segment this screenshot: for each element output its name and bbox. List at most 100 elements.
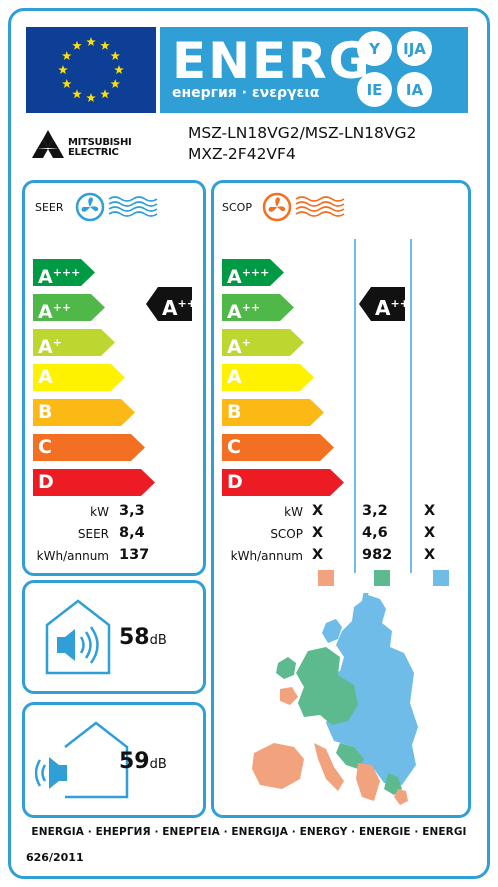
eu-star-icon (114, 65, 124, 75)
heating-rating-arrow (359, 287, 405, 321)
footer-languages: ENERGIA · ЕНЕРГИЯ · ΕΝΕΡΓΕΙΑ · ENERGIJA … (31, 826, 467, 838)
eu-star-icon (72, 40, 82, 50)
heating-row-value-scop-colder: X (424, 525, 436, 541)
heating-class-label: A+++ (227, 266, 270, 288)
heating-row-value-kw-warmer: X (312, 503, 324, 519)
language-suffix-y: Y (357, 31, 392, 66)
cooling-row-label-kw: kW (90, 505, 109, 519)
heating-class-label: C (227, 436, 241, 458)
scop-title: SCOP (222, 201, 252, 214)
noise-indoor-number: 58 (119, 625, 150, 650)
energy-word: ENERG (172, 32, 372, 90)
label-frame (8, 8, 490, 879)
eu-star-icon (86, 93, 96, 103)
cooling-class-bar: A (33, 364, 125, 391)
europe-climate-map-icon (252, 593, 418, 805)
cooling-rating-arrow (146, 287, 192, 321)
mitsubishi-electric-logo: MITSUBISHI ELECTRIC (24, 126, 164, 170)
eu-star-icon (110, 79, 120, 89)
logo-text-line1: MITSUBISHI (68, 137, 132, 148)
cooling-class-bar: D (33, 469, 155, 496)
zone-divider-2 (410, 239, 412, 573)
cooling-class-label: D (38, 471, 54, 493)
heating-row-value-annum-average: 982 (362, 547, 393, 563)
heating-class-bar: A+ (222, 329, 304, 358)
heating-rating-plus: ++ (390, 297, 409, 310)
heating-class-bar: A+++ (222, 259, 284, 288)
zone-divider-1 (354, 239, 356, 573)
cooling-class-bar: A++ (33, 294, 105, 323)
heating-class-label: B (227, 401, 242, 423)
noise-indoor-value: 58dB (119, 625, 167, 650)
cooling-class-label: A+++ (38, 266, 81, 288)
cooling-row-label-annum: kWh/annum (36, 549, 109, 563)
cooling-row-value-annum: 137 (119, 547, 150, 563)
heating-row-value-kw-colder: X (424, 503, 436, 519)
heating-row-value-kw-average: 3,2 (362, 503, 388, 519)
cooling-panel: SEER A+++ A++ A+ A B C D A++ kW 3,3 SEER 8,4 k… (22, 180, 206, 576)
language-suffix-ija: IJA (397, 31, 432, 66)
regulation-number: 626/2011 (26, 851, 84, 864)
heating-panel: SCOP A+++ A++ A+ A B C D A++ kW X 3,2 X SCOP X… (211, 180, 471, 818)
eu-star-icon (58, 65, 68, 75)
noise-outdoor-unit: dB (149, 757, 167, 772)
energy-subtitle: енергия · ενεργεια (172, 85, 320, 101)
eu-star-icon (86, 37, 96, 47)
cooling-class-bar: C (33, 434, 145, 461)
heating-class-bar: A (222, 364, 314, 391)
cooling-row-value-seer: 8,4 (119, 525, 145, 541)
noise-outdoor-value: 59dB (119, 749, 167, 774)
cooling-row-value-kw: 3,3 (119, 503, 145, 519)
heating-class-bar: B (222, 399, 324, 426)
heating-class-bar: A++ (222, 294, 294, 323)
eu-flag-icon (26, 27, 156, 113)
heating-class-label: A (227, 366, 242, 388)
outdoor-speaker-house-icon (35, 721, 129, 799)
energy-header-band: ENERG енергия · ενεργεια Y IJA IE IA (160, 27, 468, 113)
cooling-class-bar: B (33, 399, 135, 426)
noise-indoor-panel: 58dB (22, 580, 206, 694)
three-diamonds-icon (32, 130, 64, 158)
eu-star-icon (110, 51, 120, 61)
eu-star-icon (100, 89, 110, 99)
cooling-class-bar: A+++ (33, 259, 95, 288)
noise-outdoor-number: 59 (119, 749, 150, 774)
heating-row-value-annum-warmer: X (312, 547, 324, 563)
language-suffix-ia: IA (397, 72, 432, 107)
cooling-class-bar: A+ (33, 329, 115, 358)
language-suffix-ie: IE (357, 72, 392, 107)
cooling-rating-plus: ++ (177, 297, 196, 310)
heating-class-bar: D (222, 469, 344, 496)
cooling-class-label: A++ (38, 301, 72, 323)
heating-rating-letter: A (375, 296, 391, 320)
noise-outdoor-panel: 59dB (22, 702, 206, 818)
cooling-class-label: C (38, 436, 52, 458)
logo-text-line2: ELECTRIC (68, 147, 119, 158)
eu-star-icon (100, 40, 110, 50)
cooling-rating-label: A++ (162, 287, 196, 325)
eu-star-icon (72, 89, 82, 99)
heating-row-label-annum: kWh/annum (230, 549, 303, 563)
cooling-class-label: B (38, 401, 53, 423)
heating-rating-label: A++ (375, 287, 409, 325)
seer-title: SEER (35, 201, 64, 214)
model-indoor: MSZ-LN18VG2/MSZ-LN18VG2 (188, 124, 417, 142)
heating-row-value-scop-warmer: X (312, 525, 324, 541)
heat-fan-icon (262, 192, 345, 222)
snowflake-fan-icon (75, 192, 158, 222)
eu-star-icon (62, 51, 72, 61)
heating-row-label-scop: SCOP (270, 527, 303, 541)
heating-row-value-annum-colder: X (424, 547, 436, 563)
legend-average-zone (374, 570, 390, 586)
heating-class-bar: C (222, 434, 334, 461)
cooling-rating-letter: A (162, 296, 178, 320)
eu-star-icon (62, 79, 72, 89)
legend-warmer-zone (318, 570, 334, 586)
indoor-speaker-house-icon (45, 599, 111, 675)
heating-row-value-scop-average: 4,6 (362, 525, 388, 541)
heating-class-label: D (227, 471, 243, 493)
model-outdoor: MXZ-2F42VF4 (188, 145, 296, 163)
noise-indoor-unit: dB (149, 633, 167, 648)
cooling-row-label-seer: SEER (77, 527, 109, 541)
heating-class-label: A++ (227, 301, 261, 323)
